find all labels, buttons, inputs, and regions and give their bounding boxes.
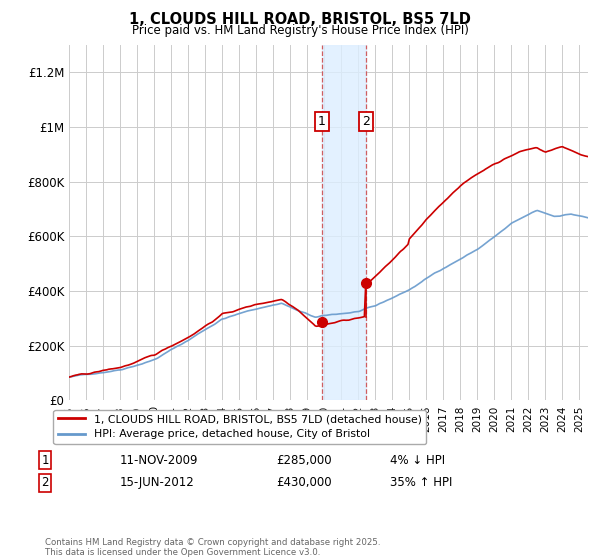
Text: Price paid vs. HM Land Registry's House Price Index (HPI): Price paid vs. HM Land Registry's House …	[131, 24, 469, 36]
Text: 4% ↓ HPI: 4% ↓ HPI	[390, 454, 445, 467]
Legend: 1, CLOUDS HILL ROAD, BRISTOL, BS5 7LD (detached house), HPI: Average price, deta: 1, CLOUDS HILL ROAD, BRISTOL, BS5 7LD (d…	[53, 410, 426, 444]
Text: 2: 2	[41, 476, 49, 489]
Text: 15-JUN-2012: 15-JUN-2012	[120, 476, 195, 489]
Text: 11-NOV-2009: 11-NOV-2009	[120, 454, 199, 467]
Text: Contains HM Land Registry data © Crown copyright and database right 2025.
This d: Contains HM Land Registry data © Crown c…	[45, 538, 380, 557]
Bar	[322, 45, 366, 400]
Text: £285,000: £285,000	[276, 454, 332, 467]
Text: 1: 1	[318, 115, 326, 128]
Text: 1, CLOUDS HILL ROAD, BRISTOL, BS5 7LD: 1, CLOUDS HILL ROAD, BRISTOL, BS5 7LD	[129, 12, 471, 27]
Text: 1: 1	[41, 454, 49, 467]
Text: 35% ↑ HPI: 35% ↑ HPI	[390, 476, 452, 489]
Text: 2: 2	[362, 115, 370, 128]
Text: £430,000: £430,000	[276, 476, 332, 489]
